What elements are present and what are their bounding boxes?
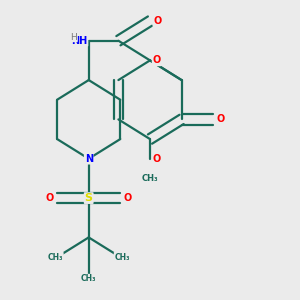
Text: CH₃: CH₃ [81, 274, 96, 284]
Text: S: S [85, 193, 93, 203]
Text: O: O [124, 193, 132, 203]
Text: O: O [153, 56, 161, 65]
Text: O: O [46, 193, 54, 203]
Text: CH₃: CH₃ [47, 253, 63, 262]
Text: N: N [85, 154, 93, 164]
Text: NH: NH [71, 36, 88, 46]
Text: O: O [153, 16, 162, 26]
Text: H: H [70, 33, 77, 42]
Text: O: O [217, 114, 225, 124]
Text: CH₃: CH₃ [114, 253, 130, 262]
Text: O: O [153, 154, 161, 164]
Text: CH₃: CH₃ [142, 174, 158, 183]
